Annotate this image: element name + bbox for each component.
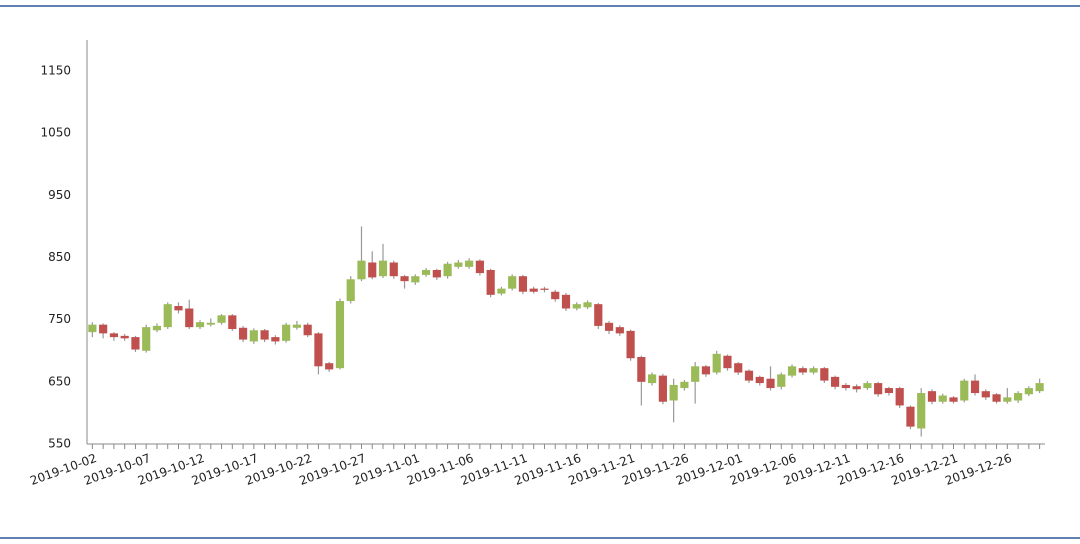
candle-body — [131, 337, 140, 350]
candle-body — [475, 260, 484, 274]
candle-body — [99, 324, 108, 334]
candle-body — [744, 370, 754, 381]
candle-body — [508, 276, 517, 289]
candle-body — [938, 395, 947, 402]
candle-body — [518, 276, 528, 292]
candle-body — [723, 355, 732, 369]
candle-body — [238, 327, 248, 340]
candle-body — [561, 294, 571, 309]
y-tick-label: 550 — [48, 437, 71, 451]
candle-body — [755, 376, 764, 384]
candle-body — [465, 260, 474, 267]
candle-body — [992, 394, 1001, 402]
candle-body — [228, 315, 237, 330]
candle-body — [906, 406, 915, 427]
candle-body — [809, 368, 818, 373]
y-tick-label: 950 — [48, 188, 71, 202]
candle-body — [712, 353, 721, 373]
candle-body — [637, 356, 646, 382]
candle-body — [669, 384, 678, 401]
candle-body — [368, 262, 377, 278]
candle-body — [626, 330, 635, 359]
candle-body — [949, 397, 958, 402]
candle-body — [852, 386, 861, 390]
candle-body — [1035, 383, 1044, 392]
candle-body — [895, 388, 904, 406]
candle-body — [583, 302, 592, 308]
candle-body — [572, 304, 581, 309]
candle-body — [874, 383, 883, 395]
candle-body — [831, 376, 840, 387]
y-tick-label: 1050 — [40, 126, 71, 140]
candle-body — [282, 324, 291, 341]
candle-body — [454, 262, 463, 267]
candle-body — [615, 327, 624, 334]
candle-body — [701, 366, 711, 375]
candle-body — [314, 333, 323, 367]
candle-body — [206, 322, 215, 325]
candle-body — [152, 325, 162, 331]
candle-body — [841, 384, 850, 389]
candle-body — [163, 304, 172, 328]
candle-body — [217, 315, 226, 323]
candle-body — [1013, 393, 1023, 401]
candle-body — [820, 368, 829, 381]
candle-body — [540, 288, 549, 290]
y-tick-label: 750 — [48, 312, 71, 326]
candle-body — [658, 375, 667, 402]
candle-body — [378, 260, 388, 277]
candle-body — [389, 262, 398, 277]
candle-body — [325, 363, 334, 370]
candle-body — [594, 304, 603, 326]
candle-body — [884, 388, 894, 394]
candle-body — [357, 260, 366, 280]
candle-body — [551, 291, 560, 300]
candle-body — [195, 322, 205, 328]
candle-body — [260, 330, 269, 340]
candle-body — [798, 368, 807, 373]
candle-body — [120, 335, 129, 339]
candle-body — [185, 308, 194, 328]
candle-body — [292, 324, 301, 328]
candle-body — [981, 391, 990, 398]
candle-body — [529, 288, 538, 292]
candle-body — [346, 279, 355, 302]
y-tick-label: 850 — [48, 250, 71, 264]
candle-body — [303, 324, 312, 336]
candle-body — [88, 324, 97, 333]
candle-body — [486, 269, 495, 295]
candle-body — [970, 380, 980, 394]
y-tick-label: 650 — [48, 374, 71, 388]
candle-body — [777, 374, 786, 387]
candle-body — [1024, 388, 1033, 395]
candle-body — [142, 327, 151, 351]
candle-body — [1003, 397, 1012, 402]
candle-body — [787, 366, 797, 376]
y-tick-label: 1150 — [40, 64, 71, 78]
candle-body — [927, 391, 937, 402]
candle-body — [648, 374, 657, 384]
candle-body — [271, 337, 280, 342]
candle-body — [680, 381, 689, 389]
candle-body — [249, 330, 258, 342]
candle-body — [400, 276, 409, 282]
candle-body — [432, 269, 441, 278]
candle-body — [411, 276, 420, 283]
candle-body — [691, 366, 700, 382]
candle-body — [109, 333, 119, 338]
candle-body — [734, 363, 743, 373]
candle-body — [766, 378, 775, 389]
candle-body — [174, 306, 183, 311]
candle-body — [863, 383, 872, 389]
candle-body — [421, 269, 431, 275]
candle-body — [497, 288, 506, 294]
candle-body — [335, 301, 345, 369]
candle-body — [604, 322, 614, 331]
candle-body — [960, 380, 969, 401]
candle-body — [917, 393, 926, 429]
candle-body — [443, 263, 452, 277]
